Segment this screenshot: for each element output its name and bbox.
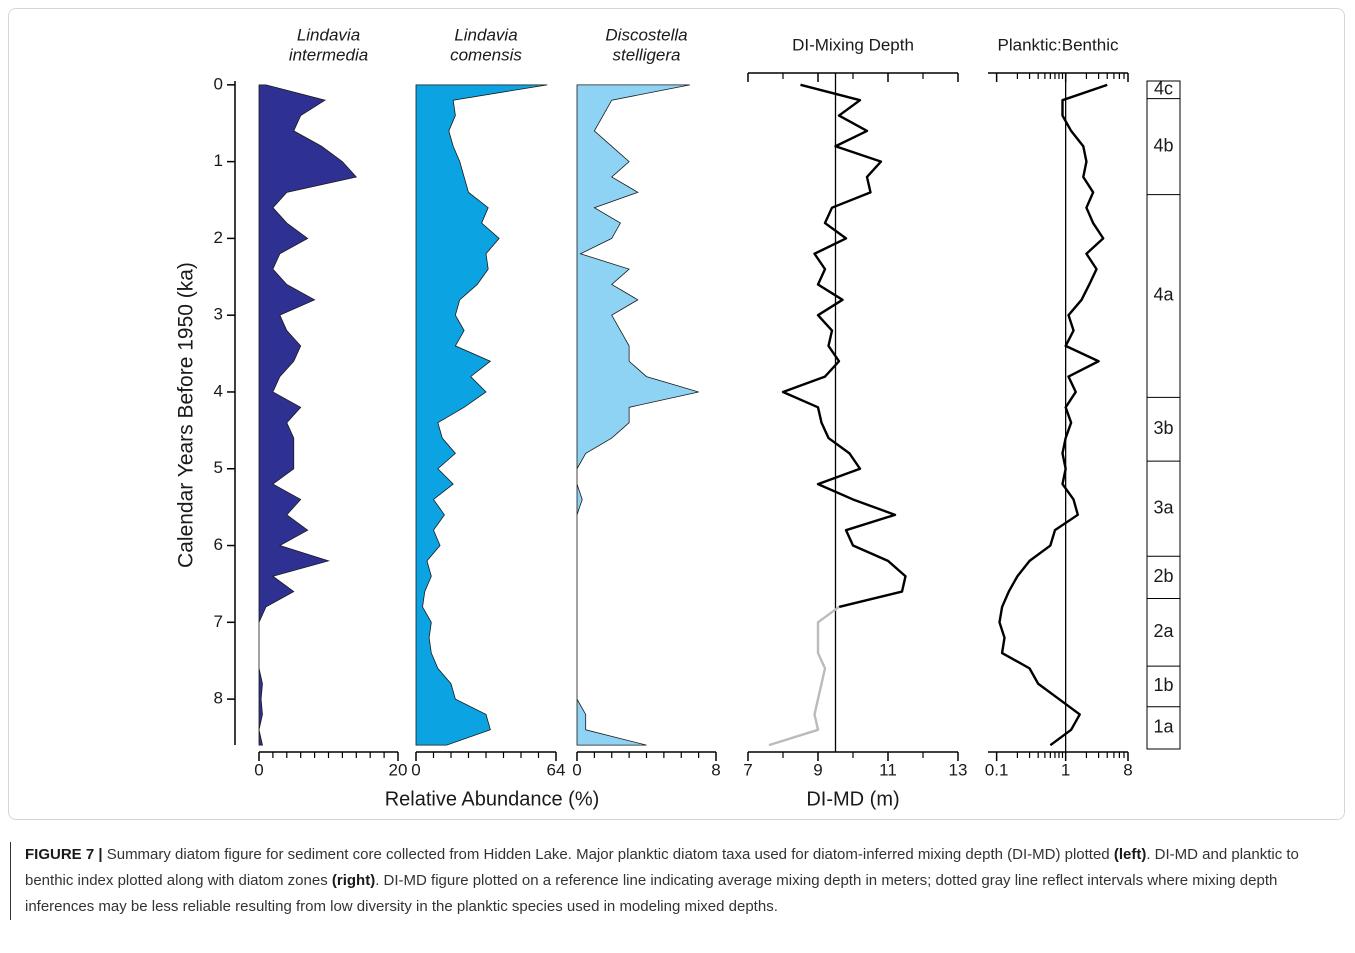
panel-title: DI-Mixing Depth — [792, 35, 914, 54]
area — [576, 84, 699, 746]
caption-text: . DI-MD and planktic to benthic index pl… — [25, 846, 1299, 889]
y-axis-label: Calendar Years Before 1950 (ka) — [175, 262, 198, 568]
caption-text: FIGURE 7 | — [25, 846, 107, 863]
y-tick-label: 6 — [214, 535, 223, 554]
panel-title: comensis — [450, 45, 522, 64]
zone-label: 1b — [1153, 675, 1173, 695]
zone-label: 4c — [1154, 79, 1173, 99]
y-tick-label: 8 — [214, 689, 223, 708]
y-tick-label: 0 — [214, 74, 223, 93]
zone-label: 3b — [1153, 418, 1173, 438]
line — [768, 605, 840, 747]
x-tick-label: 0 — [411, 760, 420, 779]
figure-caption: FIGURE 7 | Summary diatom figure for sed… — [10, 842, 1345, 920]
panel-title: intermedia — [289, 45, 368, 64]
y-tick-label: 7 — [214, 612, 223, 631]
caption-text: Summary diatom figure for sediment core … — [106, 846, 1114, 863]
x-tick-label: 9 — [813, 760, 822, 779]
x-axis-label: DI-MD (m) — [806, 788, 899, 810]
chart: 0 1 2 3 4 5 6 7 8 Calendar Years Before 1950 (ka)… — [175, 25, 1181, 810]
zone-label: 1a — [1153, 717, 1174, 737]
zone-label: 3a — [1153, 497, 1174, 517]
zone-label: 2b — [1153, 566, 1173, 586]
x-axis-label: Relative Abundance (%) — [385, 788, 600, 810]
x-tick-label: 8 — [711, 760, 720, 779]
panel-title: stelligera — [612, 45, 680, 64]
zone-label: 4b — [1153, 135, 1173, 155]
y-tick-label: 5 — [214, 458, 223, 477]
panel-title: Lindavia — [297, 25, 360, 44]
x-tick-label: 64 — [547, 760, 566, 779]
panel-title: Planktic:Benthic — [998, 35, 1119, 54]
x-tick-label: 11 — [879, 760, 897, 779]
caption-text: . DI-MD figure plotted on a reference li… — [25, 872, 1278, 915]
y-tick-label: 4 — [214, 381, 223, 400]
x-tick-label: 20 — [389, 760, 408, 779]
x-tick-label: 0 — [572, 760, 581, 779]
panel-title: Lindavia — [454, 25, 517, 44]
line — [998, 83, 1108, 747]
figure-frame — [8, 8, 1345, 820]
zone-column — [1146, 80, 1181, 750]
x-tick-label: 7 — [743, 760, 752, 779]
y-tick-label: 1 — [214, 151, 223, 170]
x-tick-label: 13 — [949, 760, 968, 779]
zone-label: 2a — [1153, 621, 1174, 641]
caption-text: (left) — [1113, 846, 1147, 863]
x-tick-label: 0 — [254, 760, 263, 779]
y-tick-label: 2 — [214, 228, 223, 247]
y-tick-label: 3 — [214, 305, 223, 324]
caption-text: (right) — [331, 872, 376, 889]
zone-label: 4a — [1153, 285, 1174, 305]
panel-title: Discostella — [605, 25, 687, 44]
area — [415, 84, 548, 746]
x-tick-label: 8 — [1123, 760, 1132, 779]
line — [781, 83, 907, 609]
area — [258, 84, 358, 746]
x-tick-label: 0.1 — [985, 760, 1009, 779]
x-tick-label: 1 — [1061, 760, 1070, 779]
